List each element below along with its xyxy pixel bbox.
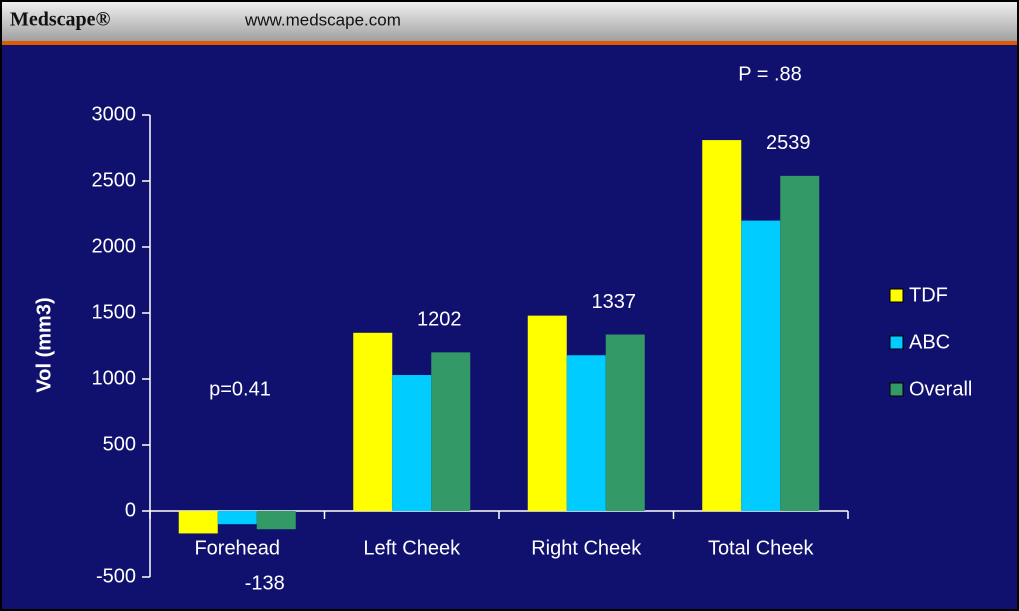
data-label: 1337 — [592, 291, 637, 313]
legend-swatch — [889, 288, 904, 303]
bar — [217, 511, 257, 525]
x-tick-label: Right Cheek — [531, 537, 642, 559]
bar — [566, 355, 606, 511]
y-tick-label: 2000 — [92, 235, 137, 257]
legend-label: TDF — [909, 284, 948, 306]
legend-swatch — [889, 382, 904, 397]
bar — [702, 140, 742, 511]
header-bar — [0, 0, 1019, 41]
y-axis-label: Vol (mm3) — [33, 297, 55, 392]
data-label: 1202 — [417, 309, 462, 331]
bar — [527, 315, 567, 511]
legend-label: Overall — [909, 378, 972, 400]
data-label: -138 — [245, 572, 285, 594]
y-tick-label: 1500 — [92, 301, 137, 323]
header-rule — [0, 41, 1019, 45]
x-tick-label: Left Cheek — [363, 537, 461, 559]
annotation: p=0.41 — [209, 378, 271, 400]
bar — [741, 220, 781, 511]
x-tick-label: Forehead — [194, 537, 280, 559]
annotation: P = .88 — [738, 63, 802, 85]
data-label: 2539 — [766, 132, 811, 154]
url: www.medscape.com — [244, 10, 401, 29]
y-tick-label: 2500 — [92, 169, 137, 191]
y-tick-label: 500 — [103, 433, 136, 455]
legend-swatch — [889, 335, 904, 350]
bar — [780, 175, 820, 512]
y-tick-label: 0 — [125, 499, 136, 521]
y-tick-label: 3000 — [92, 103, 137, 125]
bar — [256, 511, 296, 530]
bar — [392, 375, 432, 511]
bar — [431, 352, 471, 511]
bar — [605, 334, 645, 511]
y-tick-label: 1000 — [92, 367, 137, 389]
legend-label: ABC — [909, 331, 950, 353]
y-tick-label: -500 — [96, 565, 136, 587]
bar — [353, 332, 393, 511]
x-tick-label: Total Cheek — [708, 537, 815, 559]
brand: Medscape® — [10, 9, 111, 31]
bar — [178, 511, 218, 534]
